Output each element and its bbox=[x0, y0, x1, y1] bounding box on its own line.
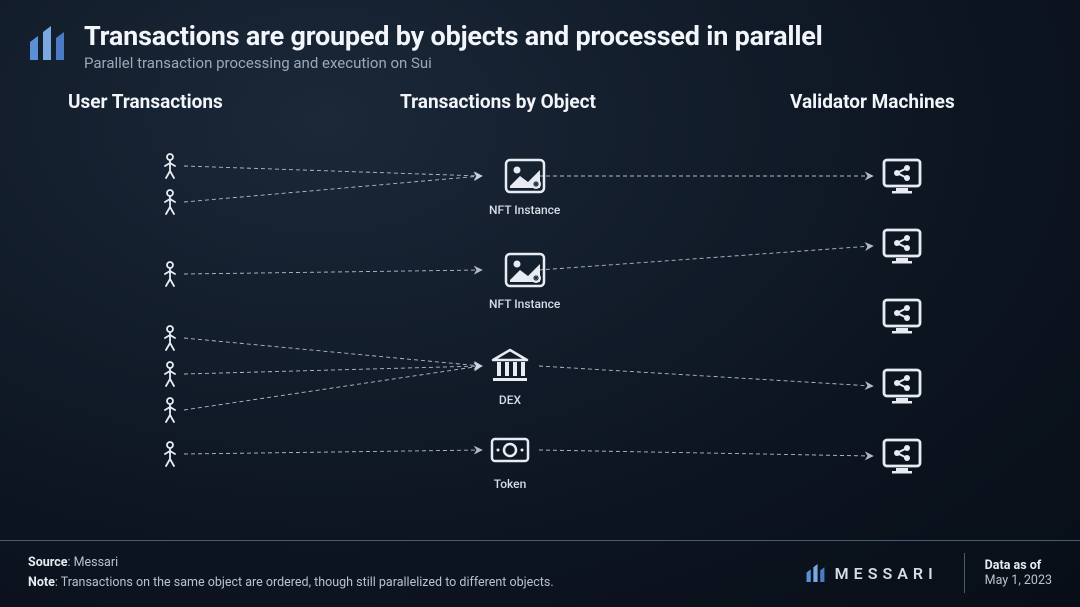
note-label: Note bbox=[28, 575, 55, 590]
validator-icon bbox=[880, 436, 924, 480]
col-header-validators: Validator Machines bbox=[790, 90, 955, 113]
page-title: Transactions are grouped by objects and … bbox=[84, 20, 823, 52]
validator-icon bbox=[880, 226, 924, 270]
object-3: Token bbox=[489, 431, 531, 491]
object-2: DEX bbox=[489, 347, 531, 407]
object-2-label: DEX bbox=[499, 393, 521, 407]
source-value: : Messari bbox=[67, 555, 118, 570]
validator-3 bbox=[880, 366, 924, 410]
title-block: Transactions are grouped by objects and … bbox=[84, 20, 823, 72]
col-header-objects: Transactions by Object bbox=[400, 90, 596, 113]
date-label: Data as of bbox=[985, 558, 1052, 573]
user-6 bbox=[162, 441, 178, 471]
object-0: NFT Instance bbox=[489, 157, 560, 217]
header: Transactions are grouped by objects and … bbox=[0, 0, 1080, 82]
bank-icon bbox=[489, 347, 531, 389]
user-0 bbox=[162, 153, 178, 183]
person-icon bbox=[162, 361, 178, 391]
col-header-users: User Transactions bbox=[68, 90, 223, 113]
person-icon bbox=[162, 261, 178, 291]
validator-4 bbox=[880, 436, 924, 480]
user-5 bbox=[162, 397, 178, 427]
validator-0 bbox=[880, 156, 924, 200]
footer-date: Data as of May 1, 2023 bbox=[964, 553, 1052, 593]
object-3-label: Token bbox=[494, 477, 527, 491]
user-3 bbox=[162, 325, 178, 355]
validator-icon bbox=[880, 366, 924, 410]
validator-2 bbox=[880, 296, 924, 340]
user-2 bbox=[162, 261, 178, 291]
nft-icon bbox=[504, 251, 546, 293]
object-0-label: NFT Instance bbox=[489, 203, 560, 217]
person-icon bbox=[162, 441, 178, 471]
nft-icon bbox=[504, 157, 546, 199]
user-4 bbox=[162, 361, 178, 391]
messari-logo-icon bbox=[28, 24, 68, 66]
person-icon bbox=[162, 189, 178, 219]
messari-logo-icon bbox=[805, 563, 827, 583]
cash-icon bbox=[489, 431, 531, 473]
validator-1 bbox=[880, 226, 924, 270]
person-icon bbox=[162, 325, 178, 355]
person-icon bbox=[162, 397, 178, 427]
user-1 bbox=[162, 189, 178, 219]
object-1: NFT Instance bbox=[489, 251, 560, 311]
page-subtitle: Parallel transaction processing and exec… bbox=[84, 54, 823, 72]
brand-text: MESSARI bbox=[835, 564, 938, 583]
validator-icon bbox=[880, 296, 924, 340]
person-icon bbox=[162, 153, 178, 183]
note-value: : Transactions on the same object are or… bbox=[55, 575, 554, 590]
diagram: User Transactions Transactions by Object… bbox=[0, 90, 1080, 510]
object-1-label: NFT Instance bbox=[489, 297, 560, 311]
date-value: May 1, 2023 bbox=[985, 573, 1052, 588]
footer-notes: Source: Messari Note: Transactions on th… bbox=[28, 553, 779, 593]
source-label: Source bbox=[28, 555, 67, 570]
validator-icon bbox=[880, 156, 924, 200]
footer-brand: MESSARI bbox=[779, 553, 964, 593]
footer: Source: Messari Note: Transactions on th… bbox=[0, 540, 1080, 607]
